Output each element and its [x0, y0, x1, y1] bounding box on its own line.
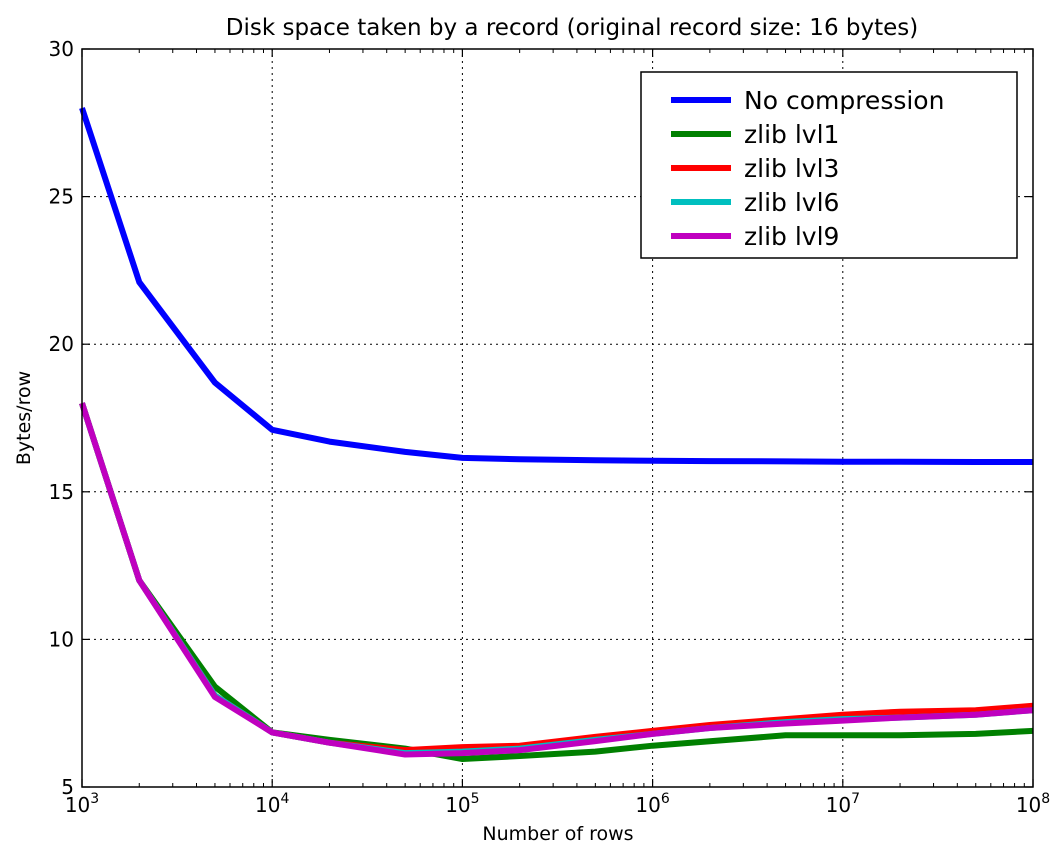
y-tick-label: 5: [61, 775, 74, 799]
y-axis-label: Bytes/row: [13, 371, 35, 465]
legend-label: zlib lvl6: [744, 188, 839, 217]
y-tick-label: 20: [49, 332, 74, 356]
x-axis-label: Number of rows: [482, 823, 633, 845]
legend-label: zlib lvl9: [744, 222, 839, 251]
legend-label: zlib lvl1: [744, 120, 839, 149]
y-tick-label: 25: [49, 185, 74, 209]
y-tick-label: 30: [49, 37, 74, 61]
chart-title: Disk space taken by a record (original r…: [226, 15, 918, 41]
legend: No compression zlib lvl1 zlib lvl3 zlib lvl…: [641, 72, 1017, 258]
y-tick-label: 10: [49, 627, 74, 651]
legend-label: zlib lvl3: [744, 154, 839, 183]
y-tick-label: 15: [49, 480, 74, 504]
legend-label: No compression: [744, 86, 944, 115]
